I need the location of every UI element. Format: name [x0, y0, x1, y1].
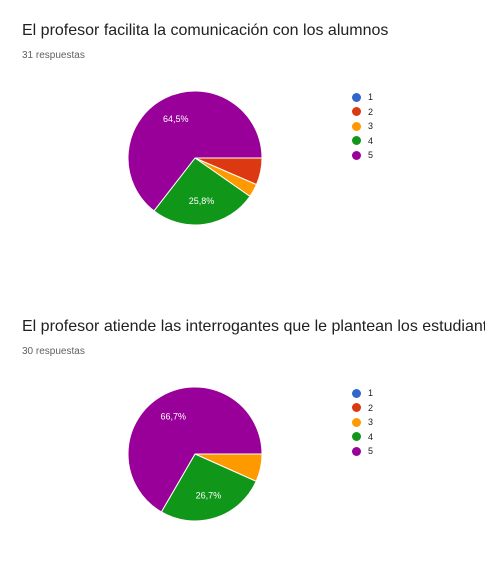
pie-slice-5[interactable] — [127, 90, 263, 212]
legend-item-4[interactable]: 4 — [352, 134, 373, 149]
legend-label: 1 — [368, 92, 374, 103]
legend-label: 4 — [368, 431, 374, 442]
legend-label: 5 — [368, 446, 374, 457]
legend-item-2[interactable]: 2 — [352, 401, 373, 416]
legend-label: 2 — [368, 402, 374, 413]
question-title: El profesor atiende las interrogantes qu… — [22, 318, 485, 335]
legend-label: 3 — [368, 417, 374, 428]
chart-legend: 1 2 3 4 5 — [352, 386, 373, 459]
legend-label: 4 — [368, 135, 374, 146]
legend-item-1[interactable]: 1 — [352, 90, 373, 105]
legend-item-5[interactable]: 5 — [352, 148, 373, 163]
response-count: 31 respuestas — [22, 50, 85, 61]
slice-data-label: 66,7% — [161, 411, 187, 421]
legend-item-1[interactable]: 1 — [352, 386, 373, 401]
question-title: El profesor facilita la comunicación con… — [22, 22, 389, 39]
legend-swatch — [352, 388, 361, 398]
slice-data-label: 64,5% — [163, 114, 189, 124]
legend-item-2[interactable]: 2 — [352, 105, 373, 120]
legend-swatch — [352, 417, 361, 427]
legend-swatch — [352, 150, 361, 160]
legend-swatch — [352, 446, 361, 456]
legend-swatch — [352, 107, 361, 117]
legend-label: 5 — [368, 150, 374, 161]
legend-label: 1 — [368, 388, 374, 399]
pie-chart: 25,8% 64,5% — [127, 90, 263, 226]
legend-item-5[interactable]: 5 — [352, 444, 373, 459]
chart-panel-communication: El profesor facilita la comunicación con… — [0, 0, 485, 272]
legend-label: 2 — [368, 106, 374, 117]
legend-swatch — [352, 121, 361, 131]
response-count: 30 respuestas — [22, 346, 85, 357]
legend-item-4[interactable]: 4 — [352, 430, 373, 445]
pie-slice-4[interactable] — [160, 453, 257, 522]
pie-slice-4[interactable] — [153, 157, 251, 226]
slice-data-label: 26,7% — [196, 490, 222, 500]
legend-swatch — [352, 403, 361, 413]
legend-item-3[interactable]: 3 — [352, 119, 373, 134]
slice-data-label: 25,8% — [189, 196, 215, 206]
chart-legend: 1 2 3 4 5 — [352, 90, 373, 163]
pie-slice-5[interactable] — [127, 386, 263, 513]
legend-item-3[interactable]: 3 — [352, 415, 373, 430]
legend-swatch — [352, 432, 361, 442]
chart-panel-questions: El profesor atiende las interrogantes qu… — [0, 296, 485, 568]
legend-label: 3 — [368, 121, 374, 132]
pie-chart: 26,7% 66,7% — [127, 386, 263, 522]
legend-swatch — [352, 136, 361, 146]
legend-swatch — [352, 92, 361, 102]
